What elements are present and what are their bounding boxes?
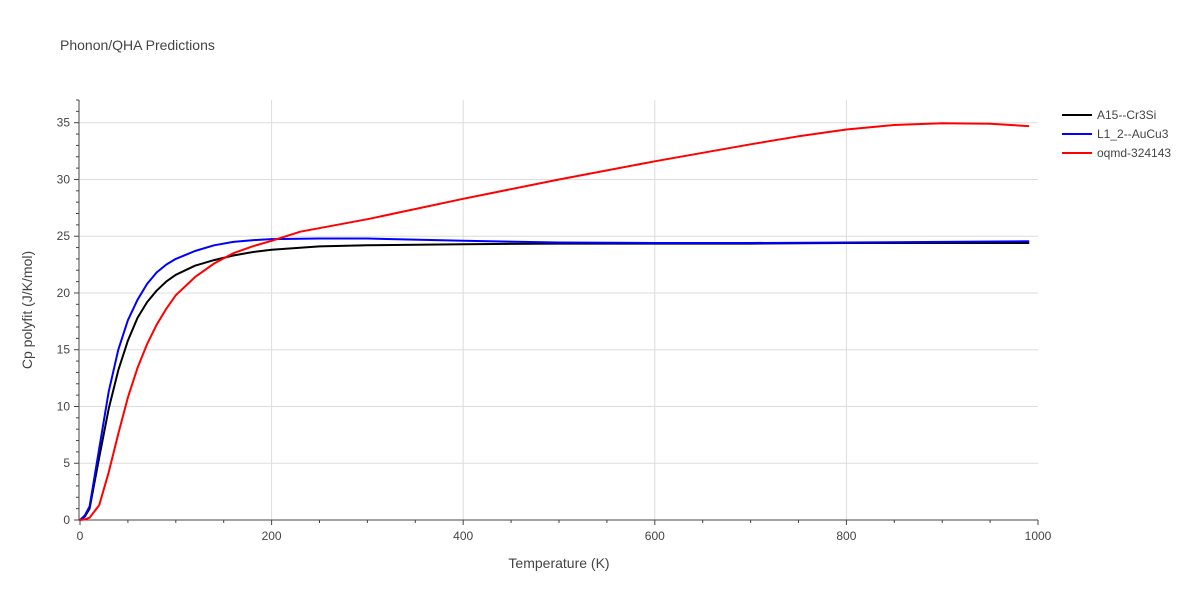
legend-item[interactable]: A15--Cr3Si — [1062, 108, 1156, 122]
plot-area — [79, 122, 1030, 521]
y-tick-label: 0 — [63, 513, 70, 527]
legend-item[interactable]: L1_2--AuCu3 — [1062, 127, 1169, 141]
y-tick-label: 25 — [57, 229, 71, 243]
legend-label: oqmd-324143 — [1097, 146, 1171, 160]
grid — [80, 100, 1038, 520]
axes: 0 5 10 15 20 25 30 35 0 200 400 600 800 1000 — [57, 99, 1052, 543]
x-tick-label: 200 — [262, 529, 282, 543]
y-tick-label: 15 — [57, 343, 71, 357]
y-tick-label: 35 — [57, 116, 71, 130]
y-tick-label: 20 — [57, 286, 71, 300]
x-tick-label: 0 — [77, 529, 84, 543]
x-tick-label: 800 — [836, 529, 856, 543]
x-tick-label: 600 — [645, 529, 665, 543]
x-tick-label: 400 — [453, 529, 473, 543]
legend-item[interactable]: oqmd-324143 — [1062, 146, 1171, 160]
y-tick-label: 10 — [57, 399, 71, 413]
series-line-0 — [79, 242, 1030, 521]
y-axis-label: Cp polyfit (J/K/mol) — [19, 251, 35, 369]
legend-label: A15--Cr3Si — [1097, 108, 1156, 122]
chart-title: Phonon/QHA Predictions — [60, 37, 215, 53]
x-axis-label: Temperature (K) — [508, 555, 609, 571]
x-tick-label: 1000 — [1025, 529, 1052, 543]
legend-label: L1_2--AuCu3 — [1097, 127, 1169, 141]
series-line-2 — [79, 122, 1030, 521]
series-line-1 — [79, 237, 1030, 521]
y-tick-label: 30 — [57, 172, 71, 186]
legend[interactable]: A15--Cr3Si L1_2--AuCu3 oqmd-324143 — [1062, 108, 1171, 160]
y-tick-label: 5 — [63, 456, 70, 470]
